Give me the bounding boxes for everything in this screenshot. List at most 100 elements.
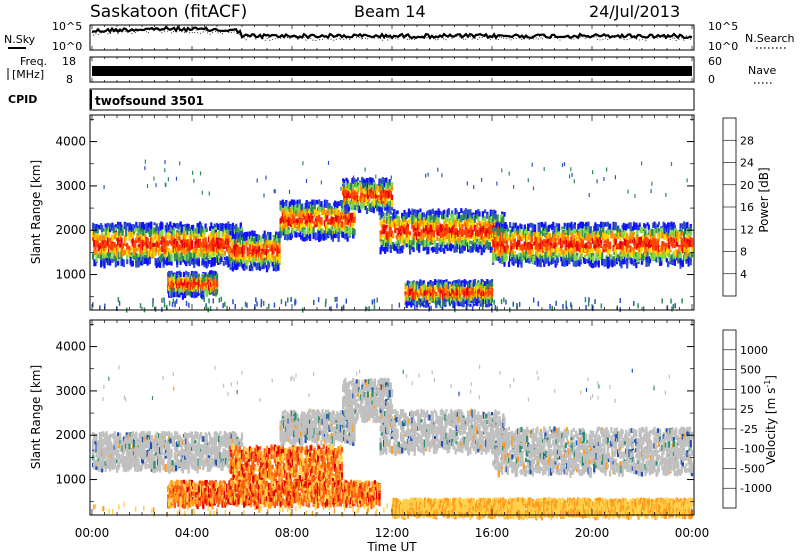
data-cell: [352, 183, 355, 189]
data-cell: [180, 249, 183, 256]
data-cell: [480, 230, 483, 237]
data-cell: [496, 228, 499, 237]
data-cell: [315, 199, 319, 205]
data-cell: [309, 208, 312, 216]
data-cell: [448, 237, 451, 244]
data-cell: [234, 234, 237, 239]
data-cell: [178, 244, 181, 251]
data-cell: [347, 218, 350, 226]
data-cell: [265, 245, 269, 249]
data-cell: [309, 201, 312, 209]
data-cell: [388, 182, 391, 186]
data-cell: [536, 237, 539, 245]
data-cell: [197, 223, 200, 228]
noise-left-tick-bottom: 10^0: [52, 40, 82, 53]
data-cell: [497, 230, 500, 237]
data-cell: [493, 253, 496, 260]
data-cell: [246, 247, 249, 252]
noise-sky-label: N.Sky: [4, 33, 36, 46]
data-cell: [373, 198, 376, 207]
data-cell: [496, 221, 499, 226]
data-cell: [270, 240, 273, 245]
data-cell: [380, 244, 383, 252]
data-cell: [164, 230, 167, 234]
data-cell: [278, 256, 281, 264]
noise-right-tick-bottom: 10^0: [708, 40, 738, 53]
data-cell: [284, 234, 287, 240]
data-cell: [186, 229, 189, 236]
data-cell: [386, 217, 389, 222]
data-cell: [263, 257, 266, 262]
data-cell: [239, 254, 242, 262]
data-cell: [661, 255, 664, 262]
data-cell: [552, 221, 555, 229]
data-cell: [255, 256, 258, 262]
data-cell: [181, 256, 184, 263]
data-cell: [305, 201, 308, 209]
data-cell: [404, 221, 407, 228]
data-cell: [153, 222, 156, 226]
data-cell: [497, 248, 500, 256]
data-cell: [280, 201, 283, 207]
data-cell: [196, 243, 199, 248]
data-cell: [427, 241, 430, 248]
data-cell: [540, 221, 544, 228]
data-cell: [484, 230, 487, 234]
data-cell: [486, 230, 489, 238]
data-cell: [452, 232, 455, 237]
data-cell: [523, 255, 526, 260]
data-cell: [513, 240, 516, 248]
data-cell: [173, 238, 176, 245]
data-cell: [114, 228, 117, 236]
data-cell: [210, 222, 213, 229]
data-cell: [321, 206, 324, 210]
data-cell: [311, 218, 314, 224]
data-cell: [382, 219, 386, 223]
data-cell: [218, 243, 221, 248]
data-cell: [147, 229, 150, 235]
data-cell: [236, 238, 239, 243]
data-cell: [205, 227, 208, 233]
data-cell: [352, 215, 355, 223]
data-cell: [380, 210, 383, 217]
data-cell: [486, 239, 489, 246]
data-cell: [110, 256, 113, 260]
data-cell: [253, 230, 256, 237]
data-cell: [520, 237, 523, 241]
data-cell: [204, 223, 207, 229]
data-cell: [371, 187, 374, 191]
data-cell: [421, 220, 424, 224]
data-cell: [152, 250, 155, 259]
data-cell: [534, 254, 537, 259]
data-cell: [259, 256, 262, 263]
data-cell: [385, 186, 388, 193]
data-cell: [517, 261, 520, 268]
data-cell: [278, 242, 281, 249]
data-cell: [272, 248, 275, 254]
data-cell: [540, 233, 544, 239]
data-cell: [112, 230, 115, 234]
data-cell: [330, 230, 333, 236]
data-cell: [484, 222, 487, 230]
data-cell: [126, 255, 129, 263]
data-cell: [293, 223, 296, 229]
data-cell: [343, 222, 346, 226]
data-cell: [211, 257, 214, 266]
data-cell: [480, 247, 483, 256]
data-cell: [464, 228, 467, 236]
data-cell: [148, 258, 151, 265]
data-cell: [539, 260, 542, 268]
data-cell: [188, 235, 191, 242]
data-cell: [414, 211, 417, 218]
data-cell: [627, 240, 630, 248]
data-cell: [473, 242, 476, 251]
data-cell: [278, 246, 281, 253]
data-cell: [494, 213, 497, 220]
data-cell: [543, 239, 546, 244]
data-cell: [427, 210, 430, 214]
data-cell: [530, 236, 533, 242]
data-cell: [281, 203, 284, 208]
data-cell: [375, 193, 378, 198]
data-cell: [255, 264, 258, 271]
